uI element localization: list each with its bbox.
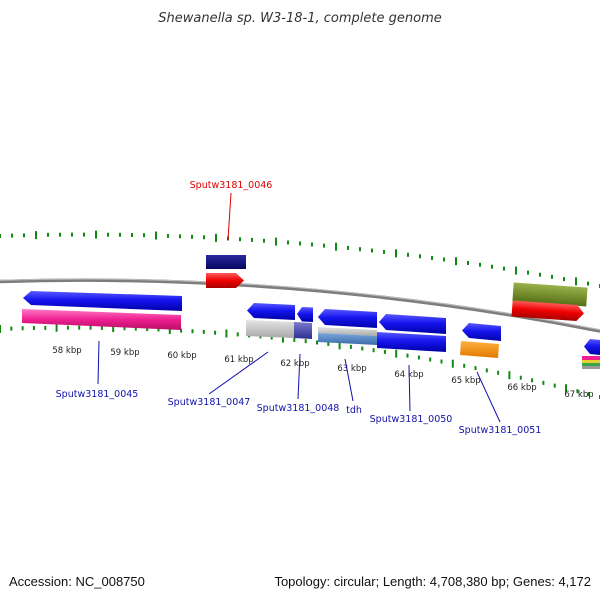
- tick-label-67kbp: 67 kbp: [564, 390, 593, 400]
- leader-line-0048: [297, 353, 301, 400]
- leader-line-0047: [208, 351, 269, 395]
- gene-arrow-0047[interactable]: [247, 303, 295, 320]
- gene-label-0048[interactable]: Sputw3181_0048: [257, 403, 340, 414]
- upper-tick-track: [0, 230, 600, 288]
- gene-arrow-0050[interactable]: [379, 314, 446, 334]
- gene-feature-grey[interactable]: [246, 320, 294, 338]
- genome-summary-text: Topology: circular; Length: 4,708,380 bp…: [274, 574, 591, 589]
- leader-line-0050: [408, 364, 411, 412]
- gene-arrow-tdh[interactable]: [318, 309, 377, 328]
- gene-label-0046[interactable]: Sputw3181_0046: [190, 180, 273, 191]
- gene-arrow-red-right[interactable]: [511, 300, 585, 322]
- gene-feature-stack-pink[interactable]: [582, 356, 600, 360]
- gene-feature-olive[interactable]: [512, 282, 588, 307]
- leader-line-0046: [227, 192, 232, 241]
- leader-line-0051: [476, 371, 501, 423]
- leader-line-0045: [97, 340, 100, 385]
- gene-feature-purple-0048[interactable]: [294, 322, 312, 339]
- gene-label-0050[interactable]: Sputw3181_0050: [370, 414, 453, 425]
- tick-label-61kbp: 61 kbp: [224, 355, 253, 365]
- gene-feature-navy[interactable]: [206, 255, 246, 269]
- tick-label-59kbp: 59 kbp: [110, 348, 139, 358]
- gene-feature-blue-0050[interactable]: [377, 332, 446, 352]
- gene-feature-stack-grey[interactable]: [582, 366, 600, 369]
- gene-label-0047[interactable]: Sputw3181_0047: [168, 397, 251, 408]
- tick-label-62kbp: 62 kbp: [280, 359, 309, 369]
- gene-feature-steel[interactable]: [318, 333, 377, 345]
- gene-feature-stack-yellow[interactable]: [582, 360, 600, 363]
- gene-arrow-red-0046[interactable]: [206, 273, 244, 288]
- gene-feature-stack-green[interactable]: [582, 363, 600, 366]
- accession-text: Accession: NC_008750: [9, 574, 145, 589]
- gene-label-0045[interactable]: Sputw3181_0045: [56, 389, 139, 400]
- gene-arrow-right-edge[interactable]: [584, 339, 600, 355]
- tick-label-66kbp: 66 kbp: [507, 383, 536, 393]
- tick-label-60kbp: 60 kbp: [167, 351, 196, 361]
- gene-label-tdh[interactable]: tdh: [346, 405, 362, 416]
- gene-arrow-0051[interactable]: [462, 323, 501, 341]
- gene-label-0051[interactable]: Sputw3181_0051: [459, 425, 542, 436]
- tick-label-58kbp: 58 kbp: [52, 346, 81, 356]
- tick-label-63kbp: 63 kbp: [337, 364, 366, 374]
- tick-label-65kbp: 65 kbp: [451, 376, 480, 386]
- map-title: Shewanella sp. W3-18-1, complete genome: [158, 11, 441, 26]
- gene-feature-orange[interactable]: [460, 341, 499, 358]
- gene-arrow-small[interactable]: [297, 307, 313, 322]
- gene-feature-pink[interactable]: [22, 309, 181, 330]
- gene-arrow-0045[interactable]: [23, 291, 182, 311]
- leader-line-tdh: [344, 358, 354, 402]
